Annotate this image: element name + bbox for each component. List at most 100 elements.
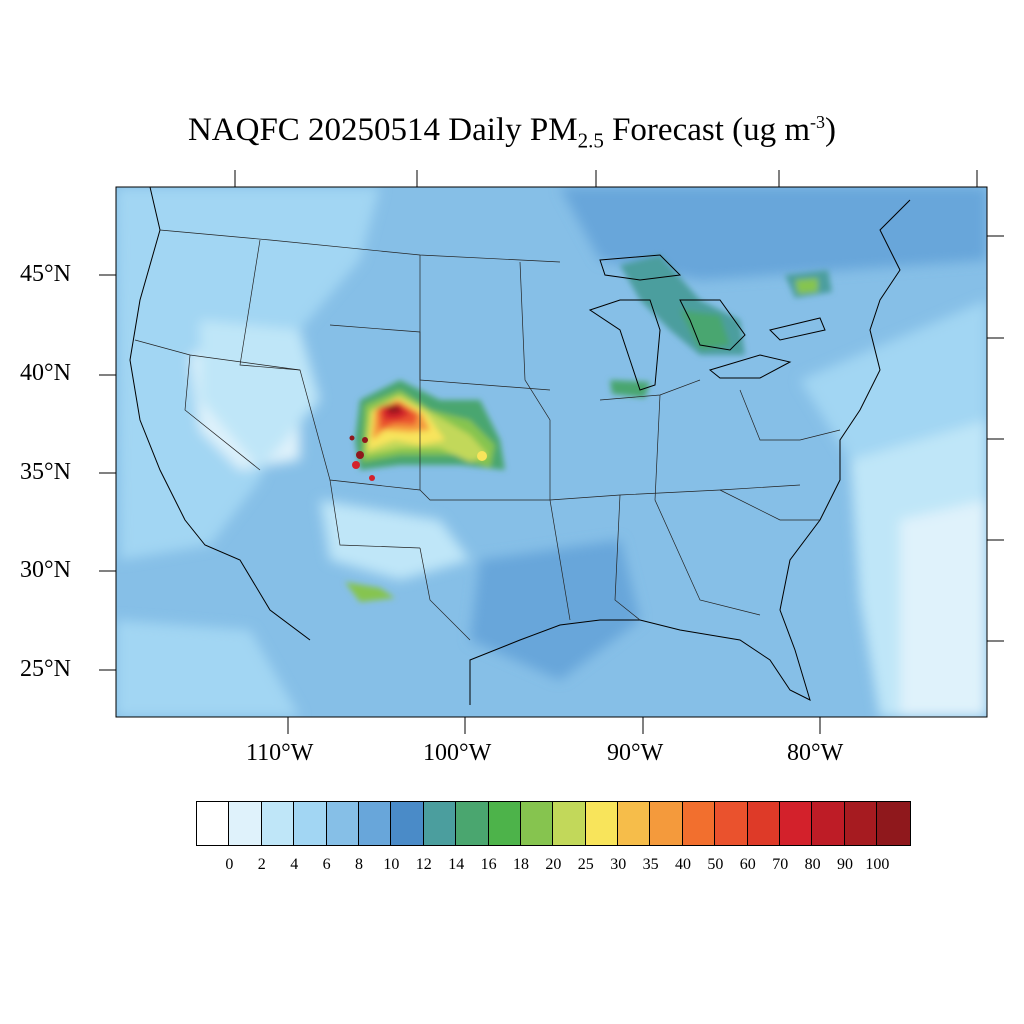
colorbar-label: 2 bbox=[257, 856, 266, 873]
colorbar bbox=[196, 801, 911, 846]
colorbar-label: 70 bbox=[772, 856, 789, 873]
colorbar-swatch bbox=[553, 802, 586, 845]
lat-label-35n: 35°N bbox=[20, 459, 71, 485]
hotspot bbox=[356, 451, 364, 459]
colorbar-swatch bbox=[197, 802, 230, 845]
colorbar-label: 80 bbox=[804, 856, 821, 873]
colorbar-swatch bbox=[812, 802, 845, 845]
colorbar-swatch bbox=[358, 802, 392, 845]
lat-label-45n: 45°N bbox=[20, 261, 71, 287]
title-suffix: ) bbox=[825, 112, 837, 148]
smoke-plume-100 bbox=[386, 405, 402, 414]
colorbar-label: 100 bbox=[865, 856, 890, 873]
mexico-plume bbox=[345, 582, 395, 602]
colorbar-swatch bbox=[618, 802, 651, 845]
lake-huron bbox=[679, 299, 746, 351]
colorbar-swatch bbox=[326, 802, 359, 845]
border-49n bbox=[159, 229, 561, 263]
pacific-south-field bbox=[116, 620, 300, 717]
lake-michigan-plume bbox=[610, 380, 650, 398]
lon-label-100w: 100°W bbox=[423, 740, 492, 766]
colorbar-swatch bbox=[423, 802, 457, 845]
northeast-coast-field bbox=[800, 300, 987, 460]
tick-marks bbox=[99, 170, 1004, 734]
map-title: NAQFC 20250514 Daily PM2.5 Forecast (ug … bbox=[0, 112, 1024, 154]
colorbar-swatch bbox=[682, 802, 716, 845]
colorbar-label: 90 bbox=[837, 856, 853, 873]
colorbar-label: 0 bbox=[225, 856, 234, 873]
colorbar-swatch bbox=[488, 802, 521, 845]
lake-michigan bbox=[588, 299, 661, 391]
colorbar-label: 8 bbox=[355, 856, 363, 873]
colorbar-swatch bbox=[747, 802, 781, 845]
hotspot bbox=[369, 475, 375, 481]
colorbar-swatch bbox=[229, 802, 262, 845]
colorbar-label: 16 bbox=[480, 856, 497, 873]
colorbar-label: 6 bbox=[322, 856, 331, 873]
colorbar-label: 50 bbox=[707, 856, 724, 873]
colorbar-label: 25 bbox=[577, 856, 594, 873]
lake-erie bbox=[708, 354, 792, 379]
colorbar-label: 60 bbox=[739, 856, 756, 873]
plume-tip bbox=[477, 451, 487, 461]
colorbar-swatch bbox=[877, 802, 910, 845]
lat-label-30n: 30°N bbox=[20, 557, 71, 583]
lat-label-25n: 25°N bbox=[20, 656, 71, 682]
colorbar-swatch bbox=[391, 802, 424, 845]
nevada-field bbox=[200, 320, 320, 470]
hotspot bbox=[362, 437, 368, 443]
colorbar-swatch bbox=[780, 802, 813, 845]
lake-superior bbox=[599, 254, 682, 281]
border-va-nc bbox=[739, 389, 841, 441]
map-frame bbox=[115, 186, 988, 718]
canada-field bbox=[560, 187, 987, 280]
hotspot bbox=[349, 435, 355, 441]
state-borders bbox=[134, 229, 841, 641]
hotspot bbox=[352, 461, 360, 469]
coastlines bbox=[129, 187, 911, 705]
colorbar-swatch bbox=[520, 802, 554, 845]
map-field bbox=[116, 187, 987, 717]
colorbar-label: 30 bbox=[610, 856, 627, 873]
title-middle-text: Forecast (ug m bbox=[603, 112, 811, 148]
colorbar-swatch bbox=[650, 802, 683, 845]
border-36n bbox=[549, 484, 801, 501]
colorbar-label: 18 bbox=[513, 856, 529, 873]
border-nm-tx bbox=[419, 547, 471, 641]
lon-label-110w: 110°W bbox=[246, 740, 314, 766]
title-subscript: 2.5 bbox=[577, 128, 604, 153]
west-coastline bbox=[129, 187, 311, 641]
colorbar-swatch bbox=[294, 802, 327, 845]
colorbar-label: 12 bbox=[415, 856, 432, 873]
border-mn-ia-mo-ar-la bbox=[519, 261, 571, 621]
border-az-nm bbox=[329, 479, 421, 549]
border-al-ga bbox=[654, 394, 761, 616]
colorbar-swatch bbox=[715, 802, 748, 845]
lake-ontario bbox=[769, 317, 826, 341]
title-main-text: NAQFC 20250514 Daily PM bbox=[187, 112, 578, 148]
colorbar-swatch bbox=[585, 802, 619, 845]
title-superscript: -3 bbox=[810, 112, 826, 132]
colorbar-label: 35 bbox=[642, 856, 659, 873]
lon-label-80w: 80°W bbox=[787, 740, 844, 766]
border-ca-nv bbox=[184, 354, 261, 471]
border-ms bbox=[614, 494, 641, 621]
colorbar-label: 40 bbox=[675, 856, 691, 873]
colorbar-swatch bbox=[844, 802, 878, 845]
new-mexico-field bbox=[320, 500, 470, 580]
colorbar-swatch bbox=[261, 802, 295, 845]
texas-gulf-field bbox=[470, 540, 640, 680]
smoke-hotspots bbox=[349, 435, 487, 481]
colorbar-labels: 0 2 4 6 8 10 12 14 16 18 20 25 30 35 40 50 60 70 80 90 100 bbox=[0, 856, 1024, 876]
quebec-plume-core bbox=[795, 278, 818, 294]
lat-label-40n: 40°N bbox=[20, 360, 71, 386]
colorbar-label: 14 bbox=[448, 856, 465, 873]
lakes-plume-core bbox=[680, 310, 730, 350]
colorbar-label: 20 bbox=[545, 856, 562, 873]
east-gulf-coastline bbox=[469, 199, 911, 705]
colorbar-label: 10 bbox=[383, 856, 400, 873]
lon-label-90w: 90°W bbox=[607, 740, 664, 766]
colorbar-label: 4 bbox=[290, 856, 299, 873]
border-sc bbox=[719, 489, 820, 521]
